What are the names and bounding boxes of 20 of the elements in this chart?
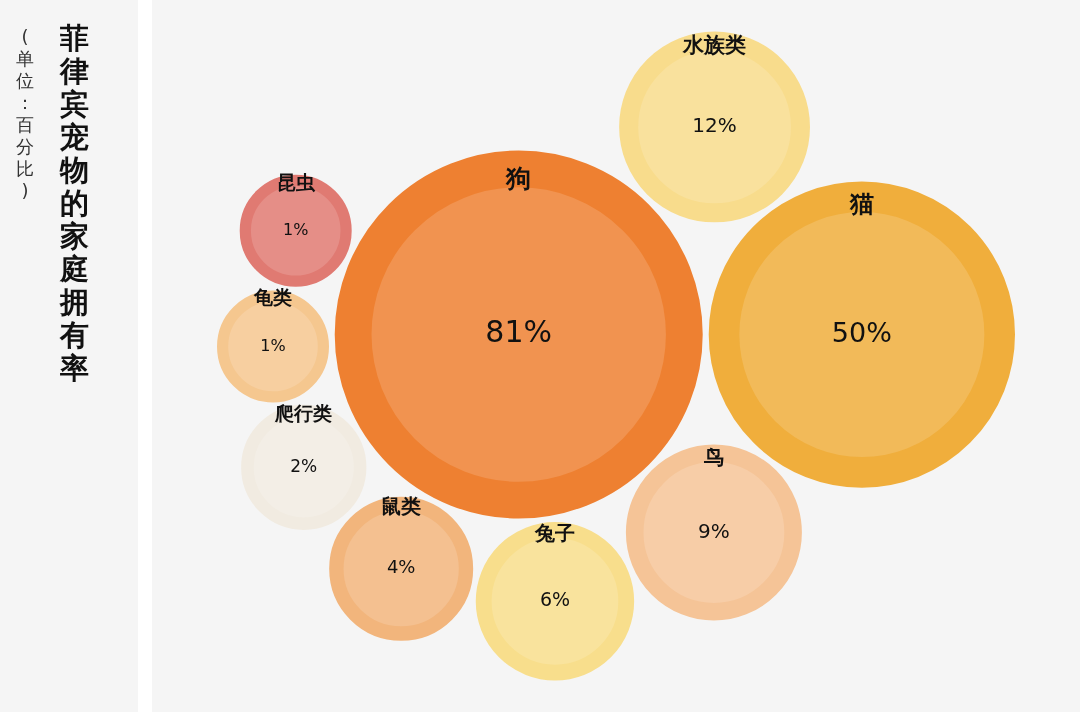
data-label: 9%	[698, 518, 730, 543]
category-label: 昆虫	[276, 170, 316, 193]
category-label: 龟类	[253, 286, 293, 309]
category-label: 鸟	[702, 444, 724, 469]
data-label: 6%	[539, 588, 571, 611]
category-label: 猫	[848, 190, 874, 219]
data-label: 4%	[386, 556, 416, 578]
data-label: 12%	[692, 113, 737, 138]
chart-title: 菲律宾宠物的家庭拥有率	[59, 21, 89, 385]
category-label: 狗	[505, 163, 532, 193]
data-label: 1%	[260, 335, 286, 355]
category-label: 爬行类	[274, 401, 333, 424]
data-label: 1%	[283, 219, 309, 239]
category-label: 水族类	[682, 33, 747, 58]
data-label: 50%	[831, 316, 892, 348]
category-label: 兔子	[533, 520, 575, 545]
category-label: 鼠类	[381, 494, 422, 519]
text: (单位：百分比)	[15, 26, 35, 202]
data-label: 2%	[290, 455, 318, 476]
data-label: 81%	[485, 314, 553, 350]
